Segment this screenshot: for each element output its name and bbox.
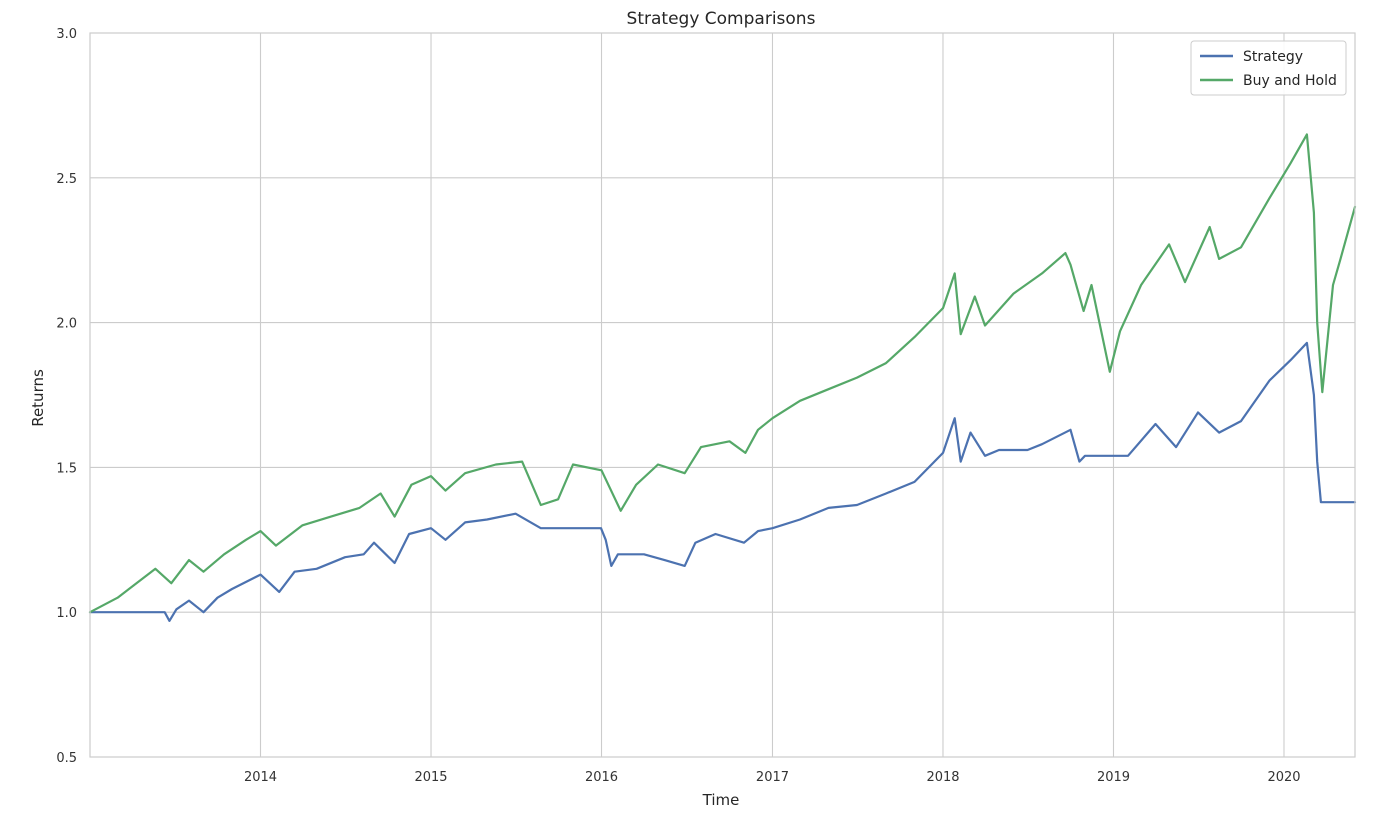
x-tick-label: 2018 xyxy=(926,770,959,785)
x-tick-label: 2016 xyxy=(585,770,618,785)
y-tick-label: 3.0 xyxy=(56,27,77,42)
x-tick-label: 2020 xyxy=(1267,770,1300,785)
series-line-buy-and-hold xyxy=(88,133,1357,614)
y-tick-label: 1.5 xyxy=(56,461,77,476)
plot-frame xyxy=(89,32,1356,758)
legend-label-buy-and-hold: Buy and Hold xyxy=(1243,73,1337,89)
legend-frame xyxy=(1190,40,1347,96)
y-tick-label: 2.5 xyxy=(56,172,77,187)
x-tick-label: 2019 xyxy=(1097,770,1130,785)
series-line-strategy xyxy=(88,341,1357,623)
y-tick-label: 1.0 xyxy=(56,606,77,621)
y-axis-title: Returns xyxy=(29,369,47,427)
x-tick-label: 2015 xyxy=(414,770,447,785)
y-tick-label: 2.0 xyxy=(56,317,77,332)
series-lines xyxy=(88,133,1357,623)
x-tick-label: 2014 xyxy=(244,770,277,785)
chart-title: Strategy Comparisons xyxy=(627,9,816,29)
legend: Strategy Buy and Hold xyxy=(1190,40,1347,96)
y-tick-label: 0.5 xyxy=(56,751,77,766)
x-tick-label: 2017 xyxy=(756,770,789,785)
legend-label-strategy: Strategy xyxy=(1243,49,1303,65)
axes: 0.5 1.0 1.5 2.0 2.5 3.0 2014 2015 2016 2017 2018 20… xyxy=(56,27,1356,785)
x-axis-title: Time xyxy=(702,791,740,809)
